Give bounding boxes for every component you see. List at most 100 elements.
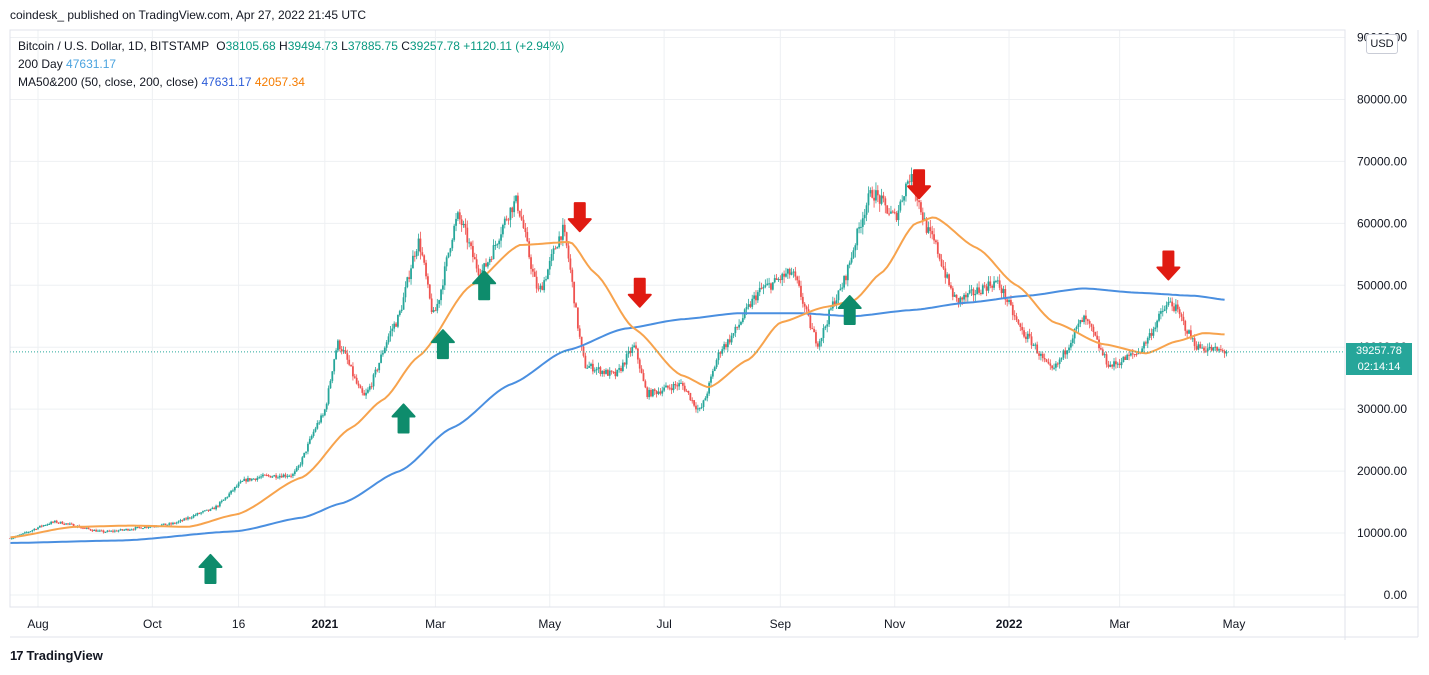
candle [698, 407, 701, 412]
candle-body [818, 341, 821, 347]
candle-body [425, 262, 427, 277]
candle-body [929, 227, 932, 231]
candle [278, 473, 281, 480]
candle-body [1088, 321, 1091, 324]
candle-body [308, 438, 311, 444]
candle [751, 294, 754, 310]
candle [348, 355, 351, 367]
candle-body [59, 521, 62, 523]
candle [702, 399, 705, 412]
candle-body [53, 520, 56, 523]
candle [436, 298, 439, 314]
candle-body [745, 306, 748, 310]
candle-body [380, 354, 382, 363]
candle-body [1026, 333, 1029, 340]
candle [820, 337, 823, 347]
candle [27, 531, 30, 534]
candle-body [629, 350, 632, 353]
candle-body [232, 490, 234, 492]
candle-body [134, 527, 137, 530]
candle [875, 182, 877, 204]
candle-body [222, 499, 225, 501]
candle-body [1212, 347, 1215, 351]
candle-body [715, 360, 718, 368]
candle-body [561, 224, 564, 240]
candle-body [516, 195, 519, 211]
candle [989, 276, 992, 289]
candle [509, 207, 512, 228]
y-tick-label: 20000.00 [1357, 464, 1407, 478]
candle [65, 523, 68, 526]
candle [1006, 298, 1009, 307]
candle-body [98, 530, 101, 532]
candle-body [704, 398, 707, 401]
candle-body [1133, 354, 1136, 356]
candle-body [1219, 349, 1222, 351]
candle [1182, 311, 1185, 326]
candle [571, 267, 574, 288]
candle-body [1062, 350, 1065, 358]
candle-body [466, 227, 469, 243]
candle [487, 261, 489, 269]
candle-body [620, 368, 622, 371]
candle [672, 381, 675, 393]
legend-low: 37885.75 [347, 39, 398, 53]
candle [548, 257, 551, 276]
candle-body [119, 529, 122, 531]
candle [522, 214, 525, 230]
candle-body [458, 212, 461, 220]
candle-body [460, 219, 463, 226]
candle-body [498, 240, 501, 245]
candle-body [762, 286, 765, 289]
candle [374, 366, 377, 378]
candle-body [1113, 361, 1115, 367]
candle-body [1028, 333, 1031, 337]
candle [376, 368, 379, 373]
candle [1071, 334, 1074, 347]
candle-body [815, 332, 817, 344]
candle-body [310, 435, 313, 439]
candle-body [1173, 306, 1175, 311]
candle [1133, 353, 1136, 358]
candle-body [1195, 346, 1198, 350]
candle [355, 374, 358, 385]
candle-body [886, 205, 889, 214]
candle [235, 484, 238, 488]
candle [608, 367, 611, 379]
tradingview-footer[interactable]: 17 TradingView [10, 648, 103, 663]
candle [170, 522, 172, 526]
candle-body [1156, 320, 1159, 328]
candle-body [957, 297, 960, 303]
candle [882, 191, 885, 203]
candle [513, 195, 516, 217]
candle-body [1096, 335, 1099, 340]
candle [537, 283, 540, 292]
currency-button[interactable]: USD [1366, 34, 1398, 54]
candle-body [1000, 287, 1003, 294]
candle-body [1036, 344, 1039, 354]
candle-body [948, 274, 950, 286]
candle-body [725, 344, 727, 348]
candle [449, 247, 452, 257]
candle [965, 291, 967, 302]
candle-body [1083, 315, 1085, 323]
candle [1158, 311, 1160, 323]
candle-body [635, 345, 637, 349]
candle-body [430, 298, 433, 313]
candle [277, 475, 279, 479]
candle [346, 349, 349, 365]
candle-body [10, 538, 13, 540]
x-tick-label: Jul [656, 617, 671, 631]
candle-body [243, 478, 246, 481]
candle-body [524, 228, 527, 233]
candle-body [282, 474, 285, 478]
candle-body [672, 384, 675, 391]
candle [670, 384, 673, 395]
candle [1204, 346, 1207, 354]
candle [25, 531, 28, 534]
candle-body [248, 478, 251, 481]
candle-body [502, 224, 504, 235]
candle [442, 279, 444, 295]
candle [398, 309, 401, 317]
candle-body [1169, 301, 1172, 303]
